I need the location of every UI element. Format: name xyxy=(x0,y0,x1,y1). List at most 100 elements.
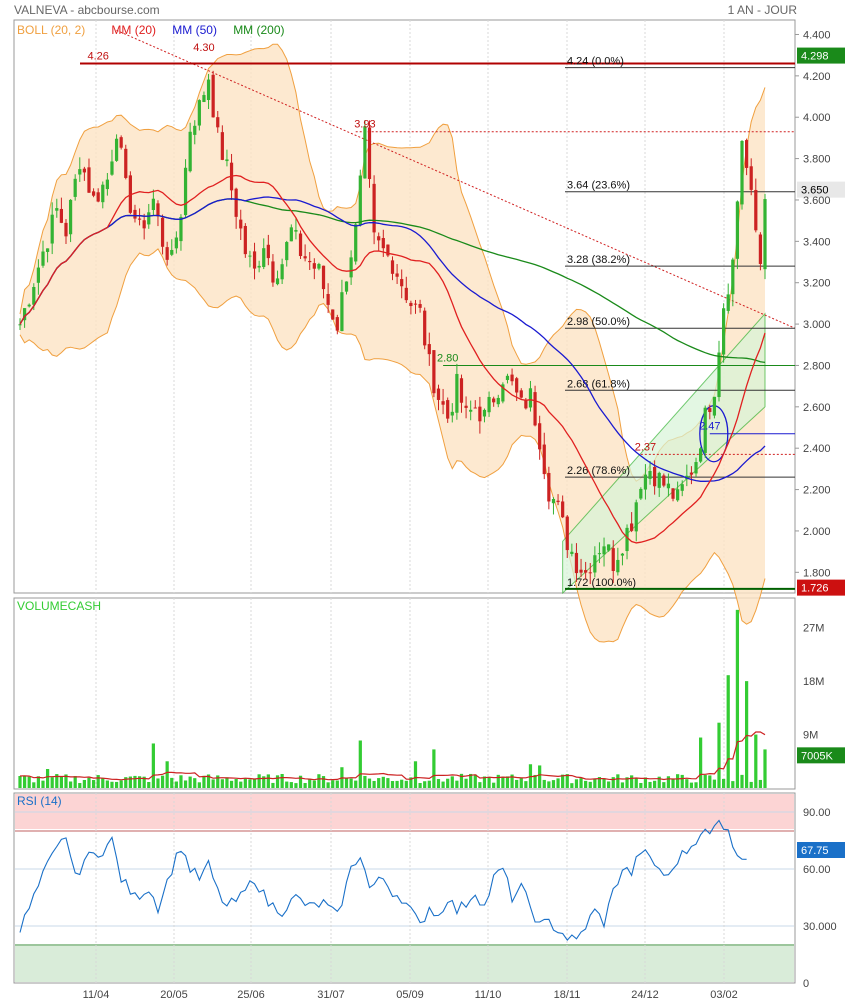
volume-bar xyxy=(243,778,247,788)
volume-bar xyxy=(597,777,602,788)
volume-bar xyxy=(722,778,726,788)
volume-bar xyxy=(271,782,275,788)
volume-bar xyxy=(620,782,625,788)
volume-bar xyxy=(436,779,441,788)
x-tick-label: 03/02 xyxy=(710,989,738,1001)
candle-body xyxy=(680,484,684,491)
volume-bar xyxy=(703,774,707,788)
volume-bar xyxy=(459,773,464,788)
volume-bar xyxy=(372,780,376,788)
candle-body xyxy=(565,516,569,551)
rsi-badge-bg xyxy=(797,842,845,858)
volume-bar xyxy=(335,780,339,788)
volume-bar xyxy=(699,737,703,788)
volume-bar xyxy=(744,681,749,788)
candle-body xyxy=(611,548,615,571)
volume-bar xyxy=(32,782,36,788)
candle-body xyxy=(574,552,579,574)
volume-bar xyxy=(91,780,96,788)
volume-bar xyxy=(717,722,721,788)
candle-body xyxy=(487,396,491,413)
candle-body xyxy=(59,208,63,223)
candle-body xyxy=(441,401,445,405)
volume-bar xyxy=(510,774,514,788)
candle-body xyxy=(492,398,496,403)
volume-bar xyxy=(248,779,252,788)
candle-body xyxy=(542,444,546,475)
volume-bar xyxy=(450,776,454,788)
candle-body xyxy=(657,472,661,488)
price-annotation: 4.30 xyxy=(193,42,214,54)
volume-bar xyxy=(160,775,165,788)
volume-bar xyxy=(561,774,565,788)
volume-bar xyxy=(556,778,560,788)
volume-bar xyxy=(234,779,238,788)
candle-body xyxy=(556,500,560,503)
rsi-oversold-zone xyxy=(15,944,794,982)
volume-bar xyxy=(18,775,22,788)
candle-body xyxy=(381,238,385,249)
candle-body xyxy=(588,572,592,574)
candle-body xyxy=(427,344,431,355)
volume-bar xyxy=(225,777,229,788)
candle-body xyxy=(344,281,349,292)
volume-bar xyxy=(216,775,220,788)
volume-bar xyxy=(349,778,353,788)
low-price-badge-bg xyxy=(797,579,845,596)
x-tick-label: 25/06 xyxy=(237,989,265,1001)
candle-body xyxy=(243,225,247,255)
price-tick-label: 3.600 xyxy=(803,195,831,207)
volume-bar xyxy=(285,781,289,788)
price-tick-label: 2.400 xyxy=(803,443,831,455)
volume-bar xyxy=(565,774,569,788)
mm20-line xyxy=(19,174,766,544)
volume-bar xyxy=(156,778,160,788)
period-label[interactable]: 1 AN - JOUR xyxy=(727,3,797,17)
high-price-badge-bg xyxy=(797,47,845,64)
candle-body xyxy=(643,474,648,490)
volume-bar xyxy=(395,780,399,788)
candle-body xyxy=(450,411,454,416)
x-tick-label: 05/09 xyxy=(396,989,424,1001)
volume-bar xyxy=(482,776,487,788)
fibonacci-label: 2.68 (61.8%) xyxy=(567,378,630,390)
candle-body xyxy=(147,212,151,225)
low-price-badge: 1.726 xyxy=(801,583,829,595)
candle-body xyxy=(432,350,436,394)
volume-bar xyxy=(533,774,537,788)
volume-bar xyxy=(602,778,606,788)
candle-body xyxy=(749,166,753,190)
volume-bar xyxy=(229,780,234,788)
candle-body xyxy=(335,317,339,331)
volume-bar xyxy=(308,778,312,788)
volume-bar xyxy=(354,780,358,788)
candle-body xyxy=(630,523,634,531)
candle-body xyxy=(469,409,473,412)
legend-entry: MM (50) xyxy=(172,23,217,37)
volume-bar xyxy=(455,780,459,788)
volume-bar xyxy=(22,775,27,788)
volume-bar xyxy=(280,773,284,788)
candle-body xyxy=(183,167,188,216)
volume-bar xyxy=(712,779,717,788)
candle-body xyxy=(404,287,408,301)
volume-bar xyxy=(321,776,326,788)
candle-body xyxy=(82,168,86,173)
candle-body xyxy=(151,198,155,211)
fibonacci-label: 2.26 (78.6%) xyxy=(567,465,630,477)
price-tick-label: 3.000 xyxy=(803,319,831,331)
candle-body xyxy=(50,214,54,244)
candle-body xyxy=(390,260,395,274)
volume-bar xyxy=(538,765,542,788)
candle-body xyxy=(501,384,505,402)
candle-body xyxy=(602,546,606,555)
volume-bar xyxy=(464,778,468,788)
candle-body xyxy=(321,265,326,290)
volume-bar xyxy=(73,776,77,788)
volume-bar xyxy=(262,776,266,788)
candle-body xyxy=(289,227,293,242)
volume-bar xyxy=(685,779,689,788)
candle-body xyxy=(133,209,137,219)
price-annotation: 4.26 xyxy=(87,50,108,62)
price-tick-label: 3.800 xyxy=(803,154,831,166)
